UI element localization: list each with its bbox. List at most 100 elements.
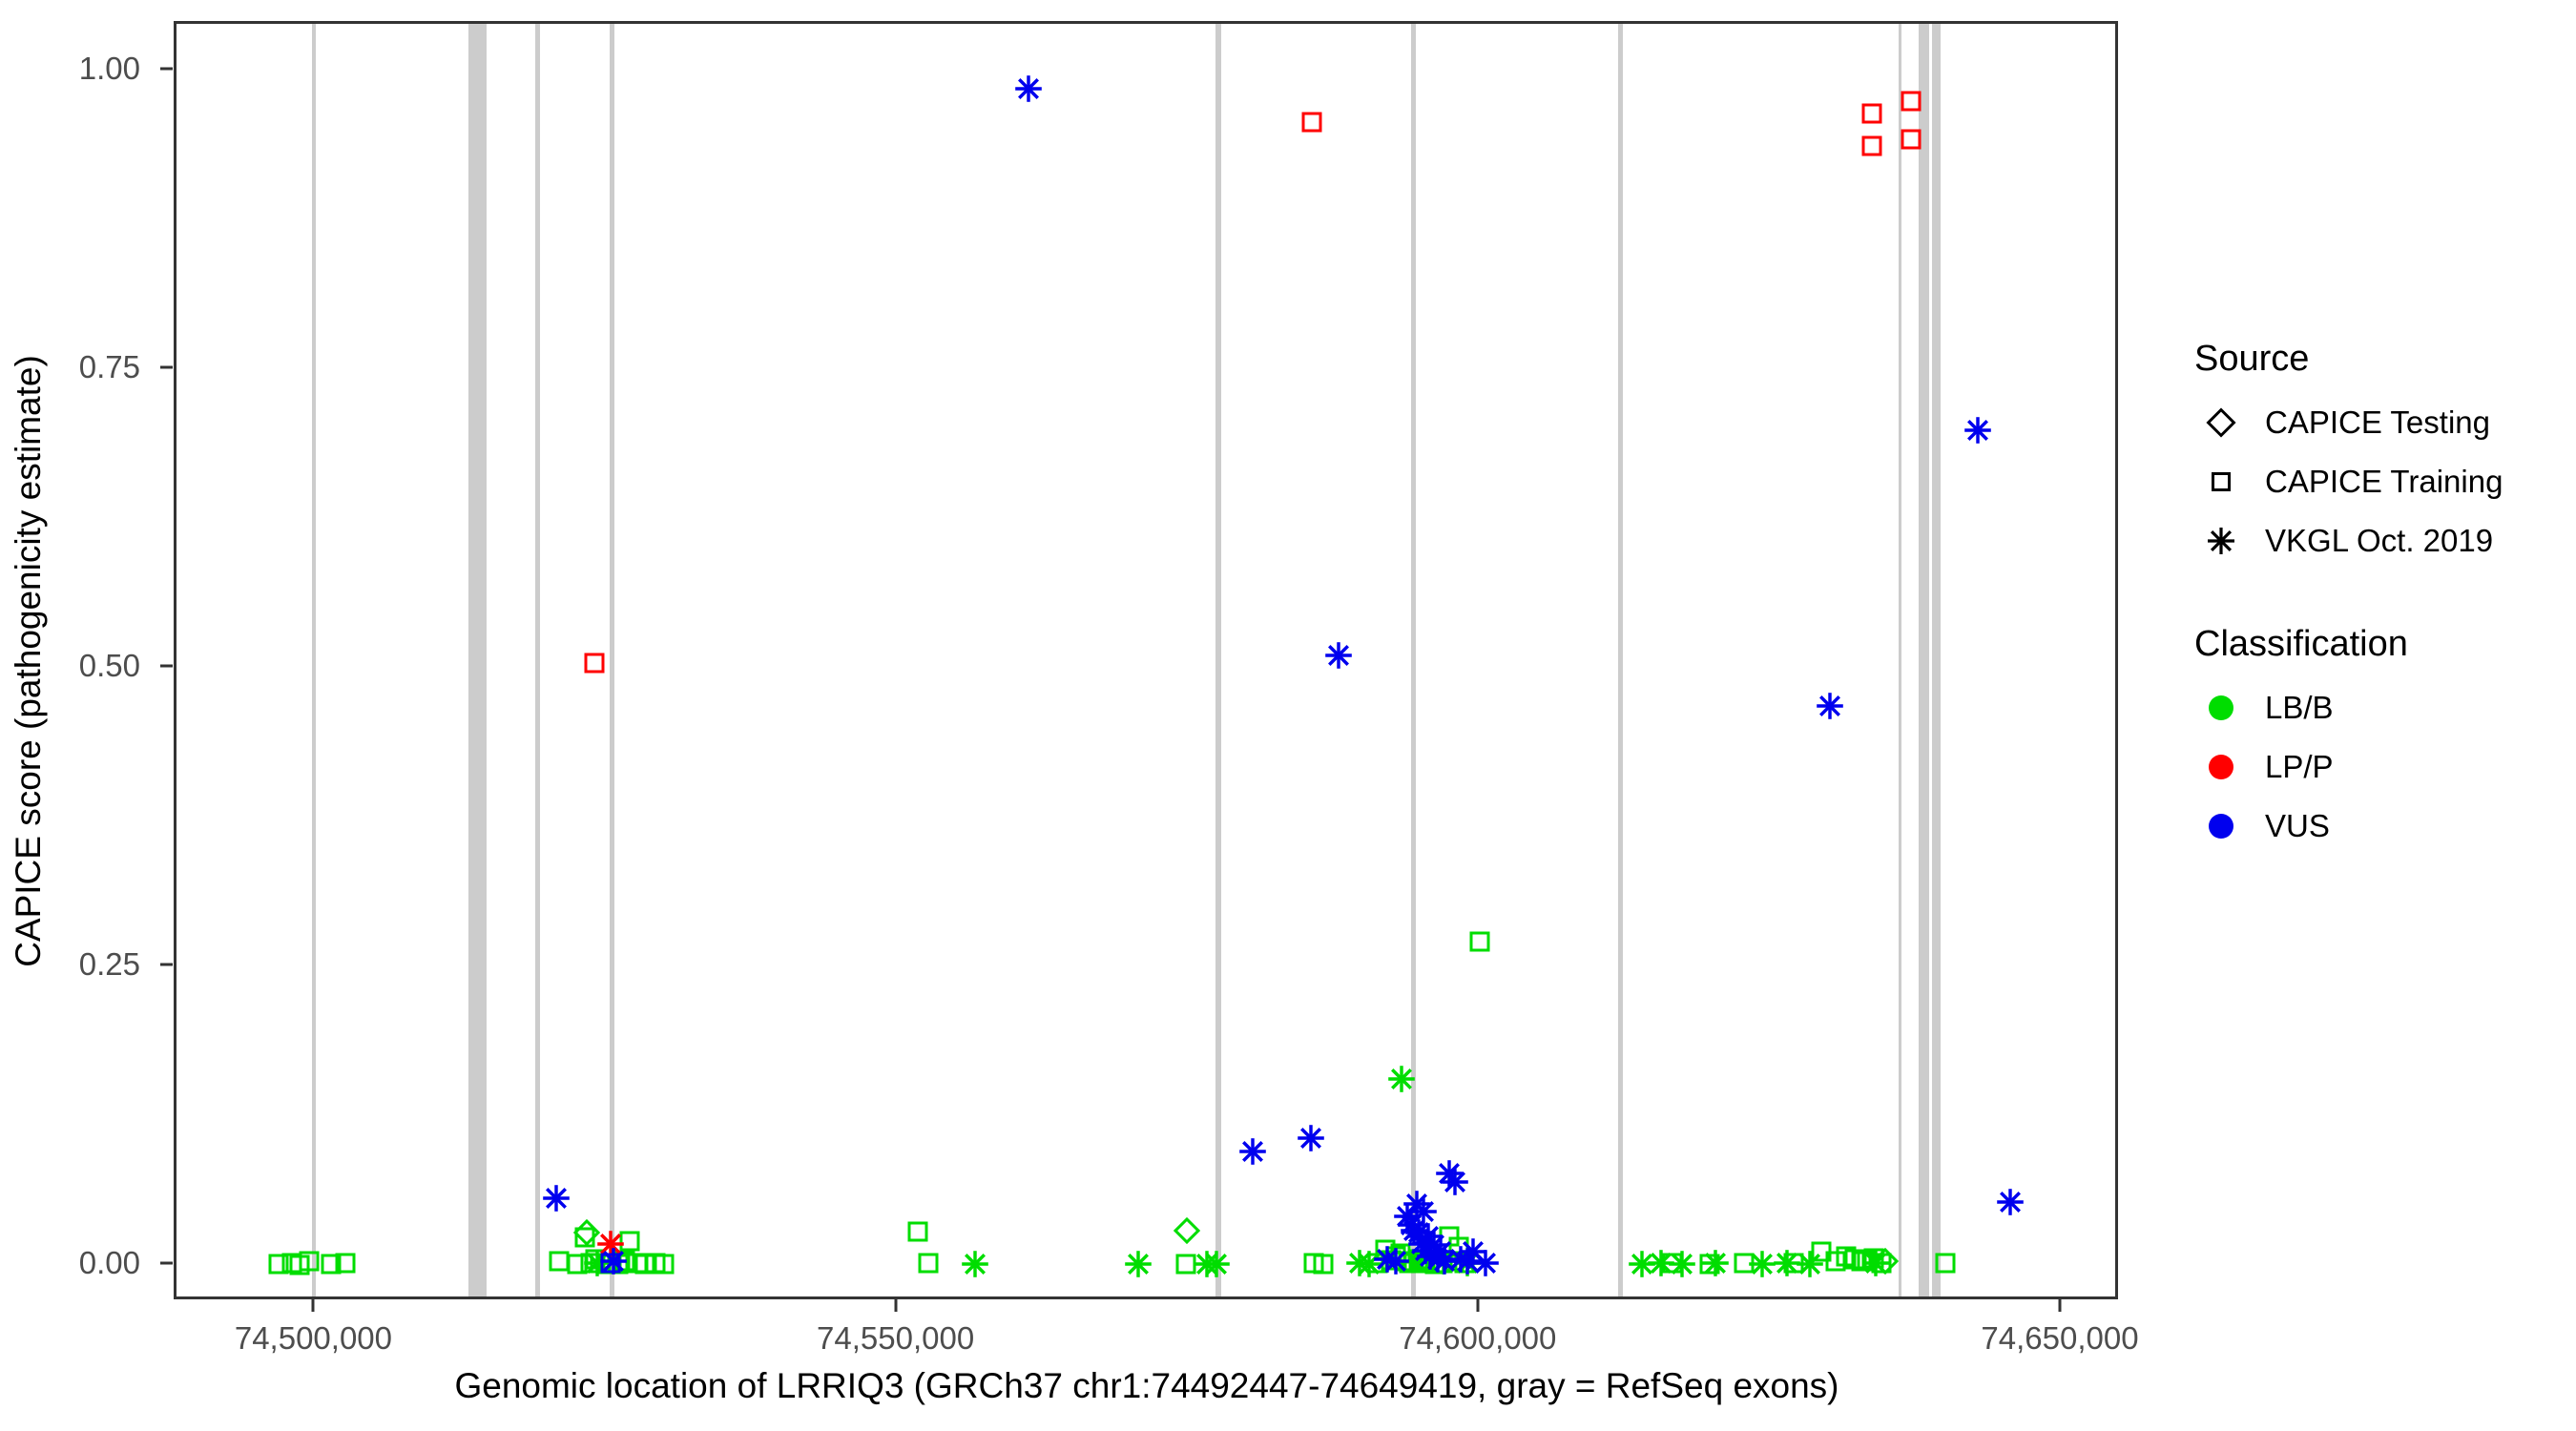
data-point — [1381, 1250, 1402, 1271]
circle-icon-lbb — [2194, 681, 2248, 735]
data-point — [1662, 1253, 1683, 1274]
data-point — [1861, 1249, 1890, 1277]
circle-icon-lpp — [2194, 740, 2248, 794]
data-point — [1324, 641, 1353, 670]
data-point — [1175, 1254, 1196, 1275]
exon-band — [534, 24, 540, 1296]
data-point — [1444, 1251, 1465, 1272]
y-tick-mark — [160, 664, 173, 668]
data-point — [1420, 1231, 1448, 1259]
data-point — [961, 1250, 989, 1278]
data-point — [627, 1253, 648, 1274]
data-point — [1448, 1236, 1469, 1257]
y-tick-mark — [160, 67, 173, 71]
data-point — [1453, 1247, 1482, 1275]
data-point — [1454, 1253, 1475, 1274]
data-point — [1861, 135, 1882, 156]
data-point — [1301, 112, 1322, 133]
data-point — [1748, 1250, 1776, 1278]
data-point — [1963, 416, 1992, 445]
data-point — [299, 1251, 320, 1272]
x-tick-mark — [894, 1299, 898, 1312]
data-point — [1424, 1254, 1445, 1275]
data-point — [335, 1253, 356, 1274]
legend-label-vkgl: VKGL Oct. 2019 — [2265, 523, 2494, 558]
data-point — [1402, 1190, 1431, 1218]
data-point — [654, 1254, 675, 1275]
data-point — [1471, 1249, 1500, 1277]
exon-band — [311, 24, 317, 1296]
data-point — [268, 1254, 289, 1275]
data-point — [1174, 1216, 1201, 1245]
y-tick-mark — [160, 1261, 173, 1265]
data-point — [1416, 1242, 1444, 1271]
data-point — [1863, 1248, 1884, 1269]
legend-label-lpp: LP/P — [2265, 749, 2334, 784]
legend-item-capice-testing[interactable]: CAPICE Testing — [2194, 393, 2576, 452]
data-point — [583, 1249, 612, 1277]
data-point — [567, 1254, 588, 1275]
legend-item-lbb[interactable]: LB/B — [2194, 678, 2576, 737]
data-point — [645, 1253, 666, 1274]
data-point — [1393, 1202, 1422, 1231]
y-tick-label: 0.00 — [78, 1245, 140, 1281]
legend-title-classification: Classification — [2194, 624, 2408, 664]
data-point — [574, 1227, 595, 1248]
square-icon — [2194, 455, 2248, 508]
asterisk-icon — [2194, 514, 2248, 568]
exon-band — [468, 24, 487, 1296]
legend-label-capice-testing: CAPICE Testing — [2265, 404, 2490, 440]
data-point — [1851, 1251, 1872, 1272]
legend-group-classification: Classification LB/B LP/P VUS — [2194, 624, 2576, 856]
data-point — [1014, 74, 1043, 103]
data-point — [1996, 1188, 2025, 1216]
data-point — [1844, 1249, 1865, 1270]
data-point — [614, 1251, 635, 1272]
legend-label-lbb: LB/B — [2265, 690, 2334, 725]
data-point — [572, 1219, 600, 1247]
data-point — [1429, 1247, 1458, 1275]
data-point — [1381, 1247, 1410, 1275]
data-point — [1439, 1226, 1460, 1247]
data-point — [1825, 1251, 1846, 1272]
legend-item-vus[interactable]: VUS — [2194, 797, 2576, 856]
y-tick-label: 0.75 — [78, 349, 140, 385]
data-point — [1446, 1245, 1475, 1274]
data-point — [1734, 1253, 1755, 1274]
diamond-icon — [2194, 396, 2248, 449]
x-tick-mark — [2058, 1299, 2062, 1312]
data-point — [1238, 1137, 1267, 1166]
data-point — [1773, 1249, 1801, 1277]
data-point — [1423, 1245, 1452, 1274]
data-point — [1399, 1253, 1420, 1274]
exon-band — [1932, 24, 1942, 1296]
data-point — [1313, 1254, 1334, 1275]
data-point — [1796, 1250, 1824, 1278]
data-point — [1426, 1237, 1455, 1266]
legend-item-vkgl[interactable]: VKGL Oct. 2019 — [2194, 511, 2576, 570]
legend-item-lpp[interactable]: LP/P — [2194, 737, 2576, 797]
legend-label-capice-training: CAPICE Training — [2265, 464, 2503, 499]
data-point — [281, 1253, 302, 1274]
data-point — [1373, 1245, 1402, 1274]
data-point — [585, 1249, 606, 1270]
legend-group-source: Source CAPICE Testing CAPICE Training — [2194, 339, 2576, 570]
data-point — [1836, 1246, 1857, 1267]
exon-band — [1617, 24, 1624, 1296]
x-tick-mark — [311, 1299, 315, 1312]
data-point — [1469, 931, 1490, 952]
data-point — [1857, 1250, 1878, 1271]
data-point — [1453, 1249, 1482, 1277]
data-point — [1861, 103, 1882, 124]
data-point — [1419, 1251, 1440, 1272]
data-point — [1375, 1239, 1396, 1260]
y-tick-label: 1.00 — [78, 51, 140, 87]
data-point — [1390, 1243, 1411, 1264]
data-point — [1699, 1254, 1720, 1275]
data-point — [1413, 1253, 1434, 1274]
data-point — [549, 1251, 570, 1272]
legend-item-capice-training[interactable]: CAPICE Training — [2194, 452, 2576, 511]
exon-band — [1410, 24, 1417, 1296]
x-tick-label: 74,650,000 — [1981, 1320, 2139, 1356]
